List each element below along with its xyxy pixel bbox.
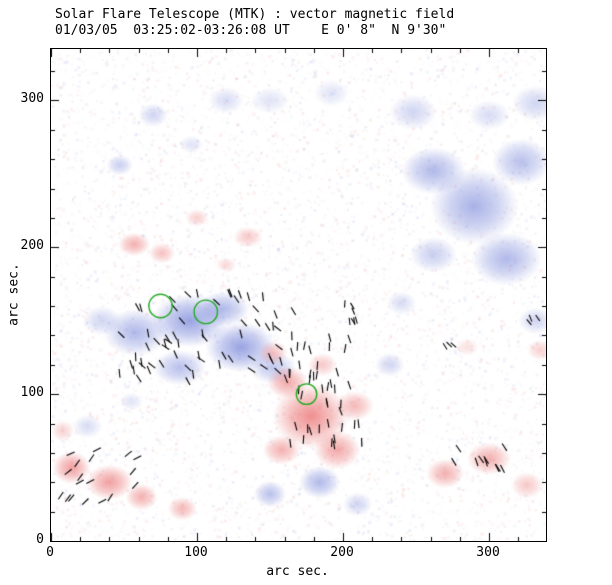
x-tick-label: 200 [330, 545, 354, 560]
y-tick-label: 200 [20, 238, 44, 254]
x-tick-label: 0 [46, 545, 54, 560]
plot-area [50, 48, 547, 542]
magnetogram-canvas [51, 49, 546, 541]
y-tick-label: 0 [36, 532, 44, 547]
figure-title: Solar Flare Telescope (MTK) : vector mag… [55, 7, 455, 22]
y-tick-label: 100 [20, 385, 44, 401]
figure-subtitle: 01/03/05 03:25:02-03:26:08 UT E 0' 8" N … [55, 23, 447, 38]
x-tick-label: 100 [184, 545, 208, 560]
x-tick-label: 300 [476, 545, 500, 560]
y-axis-label: arc sec. [6, 263, 22, 326]
y-tick-label: 300 [20, 91, 44, 107]
x-axis-label: arc sec. [266, 564, 329, 579]
